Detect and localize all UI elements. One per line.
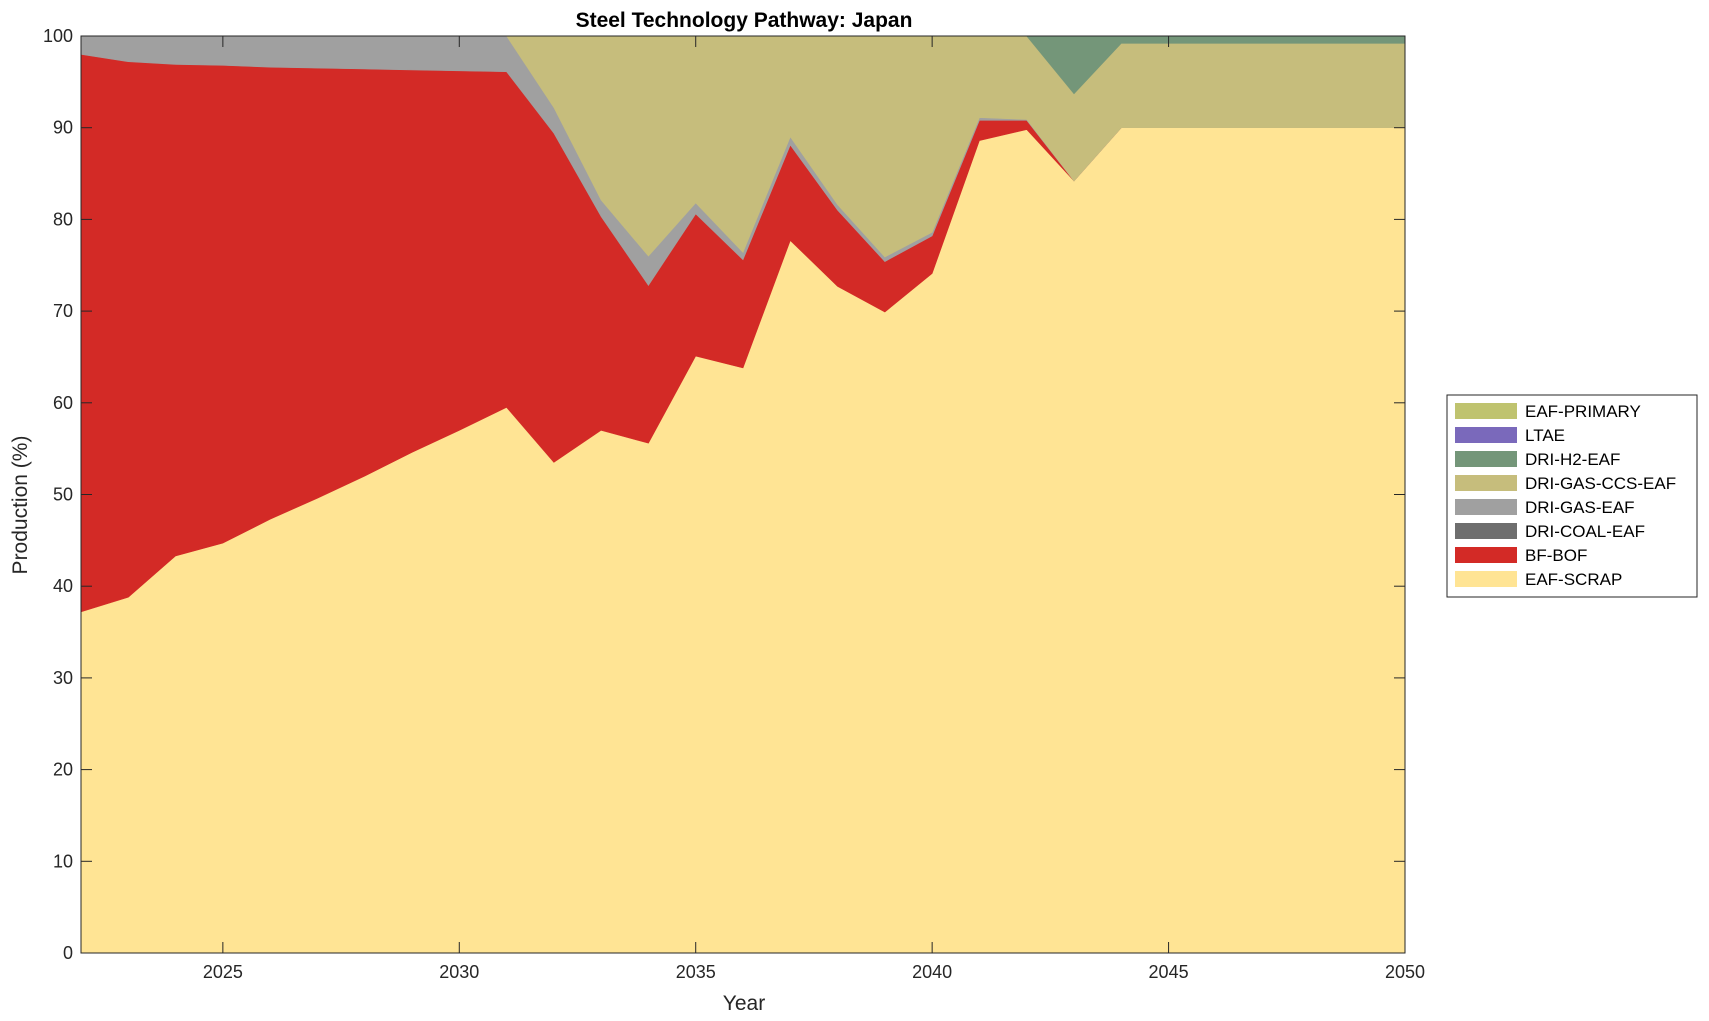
y-axis-label: Production (%) xyxy=(9,436,32,575)
legend-box xyxy=(1446,394,1698,598)
x-axis-label: Year xyxy=(723,992,765,1015)
x-tick-label: 2025 xyxy=(203,962,243,982)
legend-label: DRI-H2-EAF xyxy=(1525,450,1620,469)
legend-swatch xyxy=(1455,403,1517,419)
area-series-group xyxy=(80,35,1406,954)
x-tick-label: 2045 xyxy=(1149,962,1189,982)
y-tick-label: 20 xyxy=(53,760,73,780)
y-tick-label: 80 xyxy=(53,209,73,229)
y-tick-label: 70 xyxy=(53,301,73,321)
legend-label: DRI-GAS-CCS-EAF xyxy=(1525,474,1676,493)
y-tick-label: 50 xyxy=(53,485,73,505)
legend-label: DRI-GAS-EAF xyxy=(1525,498,1635,517)
legend-label: EAF-PRIMARY xyxy=(1525,402,1641,421)
legend-label: DRI-COAL-EAF xyxy=(1525,522,1645,541)
legend-swatch xyxy=(1455,499,1517,515)
legend-swatch xyxy=(1455,427,1517,443)
legend-swatch xyxy=(1455,475,1517,491)
y-tick-label: 100 xyxy=(43,26,73,46)
legend-swatch xyxy=(1455,451,1517,467)
legend-label: EAF-SCRAP xyxy=(1525,570,1622,589)
y-tick-label: 30 xyxy=(53,668,73,688)
y-tick-label: 10 xyxy=(53,851,73,871)
y-tick-label: 40 xyxy=(53,576,73,596)
legend-label: LTAE xyxy=(1525,426,1565,445)
y-tick-label: 0 xyxy=(63,943,73,963)
x-tick-label: 2030 xyxy=(439,962,479,982)
legend: EAF-PRIMARY LTAE DRI-H2-EAF DRI-GAS-CCS-EAF… xyxy=(1446,394,1698,598)
x-tick-label: 2040 xyxy=(912,962,952,982)
y-tick-label: 60 xyxy=(53,393,73,413)
legend-swatch xyxy=(1455,571,1517,587)
x-tick-label: 2050 xyxy=(1385,962,1425,982)
legend-swatch xyxy=(1455,547,1517,563)
legend-label: BF-BOF xyxy=(1525,546,1587,565)
chart-title: Steel Technology Pathway: Japan xyxy=(576,9,913,32)
legend-swatch xyxy=(1455,523,1517,539)
y-tick-label: 90 xyxy=(53,118,73,138)
x-tick-label: 2035 xyxy=(676,962,716,982)
